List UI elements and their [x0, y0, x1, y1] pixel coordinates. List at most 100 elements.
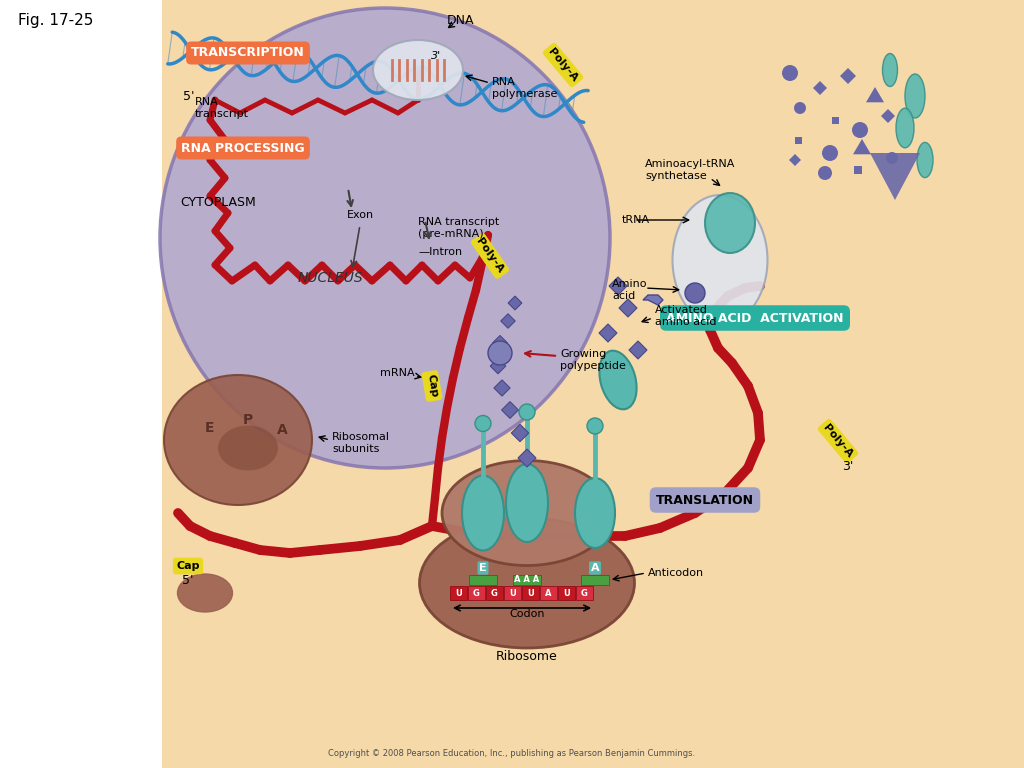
Bar — [831, 117, 839, 124]
Circle shape — [782, 65, 798, 81]
Text: A: A — [545, 588, 552, 598]
Bar — [854, 166, 862, 174]
Polygon shape — [599, 324, 617, 342]
Ellipse shape — [905, 74, 925, 118]
Ellipse shape — [575, 478, 615, 548]
Polygon shape — [511, 424, 528, 442]
Ellipse shape — [442, 461, 612, 565]
Ellipse shape — [673, 195, 768, 325]
Text: Poly-A: Poly-A — [821, 422, 855, 459]
Text: TRANSLATION: TRANSLATION — [656, 494, 754, 507]
Polygon shape — [490, 358, 506, 374]
Text: Ribosome: Ribosome — [496, 650, 558, 663]
Circle shape — [794, 102, 806, 114]
Polygon shape — [813, 81, 827, 95]
Ellipse shape — [896, 108, 914, 147]
Text: 3': 3' — [431, 51, 441, 61]
Text: NUCLEUS: NUCLEUS — [297, 271, 362, 285]
Text: —Intron: —Intron — [418, 247, 462, 257]
Bar — [513, 575, 541, 585]
Text: mRNA: mRNA — [380, 368, 415, 378]
Text: Cap: Cap — [425, 373, 439, 399]
Circle shape — [488, 341, 512, 365]
Text: tRNA: tRNA — [622, 215, 650, 225]
Polygon shape — [643, 295, 663, 305]
Text: U: U — [527, 588, 534, 598]
Text: Poly-A: Poly-A — [474, 237, 506, 275]
Polygon shape — [493, 336, 508, 350]
Polygon shape — [840, 68, 856, 84]
Text: U: U — [455, 588, 462, 598]
Ellipse shape — [462, 475, 504, 551]
Text: Exon: Exon — [346, 210, 374, 220]
Circle shape — [587, 418, 603, 434]
Polygon shape — [618, 299, 637, 317]
Bar — [0, 0, 162, 768]
Bar — [468, 586, 485, 600]
Ellipse shape — [705, 193, 755, 253]
Ellipse shape — [420, 518, 635, 648]
Ellipse shape — [164, 375, 312, 505]
Text: Cap: Cap — [176, 561, 200, 571]
Polygon shape — [629, 341, 647, 359]
Text: Aminoacyl-tRNA
synthetase: Aminoacyl-tRNA synthetase — [645, 159, 735, 180]
Text: G: G — [492, 588, 498, 598]
Polygon shape — [790, 154, 801, 166]
Text: Copyright © 2008 Pearson Education, Inc., publishing as Pearson Benjamin Cumming: Copyright © 2008 Pearson Education, Inc.… — [329, 749, 695, 758]
Text: U: U — [509, 588, 516, 598]
Ellipse shape — [177, 574, 232, 612]
Text: Amino
acid: Amino acid — [612, 280, 647, 301]
Bar — [558, 586, 575, 600]
Ellipse shape — [218, 425, 278, 471]
Circle shape — [886, 152, 898, 164]
Text: Ribosomal
subunits: Ribosomal subunits — [332, 432, 390, 454]
Text: E: E — [479, 563, 486, 573]
Bar — [575, 586, 593, 600]
Circle shape — [475, 415, 490, 432]
Text: Fig. 17-25: Fig. 17-25 — [18, 13, 93, 28]
Text: RNA transcript
(pre-mRNA): RNA transcript (pre-mRNA) — [418, 217, 500, 239]
Text: A: A — [591, 563, 599, 573]
Text: G: G — [581, 588, 588, 598]
Bar — [162, 0, 1024, 768]
Text: Anticodon: Anticodon — [648, 568, 705, 578]
Circle shape — [852, 122, 868, 138]
Circle shape — [519, 404, 535, 420]
Bar — [469, 575, 497, 585]
Bar — [540, 586, 557, 600]
Text: 3': 3' — [842, 459, 853, 472]
Circle shape — [685, 283, 705, 303]
Polygon shape — [502, 402, 518, 419]
Circle shape — [818, 166, 831, 180]
Text: E: E — [205, 421, 215, 435]
Ellipse shape — [599, 351, 637, 409]
Bar — [795, 137, 802, 144]
Text: 5': 5' — [183, 90, 195, 102]
Bar — [450, 586, 467, 600]
Text: U: U — [563, 588, 570, 598]
Ellipse shape — [506, 464, 548, 542]
Circle shape — [822, 145, 838, 161]
Bar — [504, 586, 521, 600]
Ellipse shape — [373, 40, 463, 100]
Text: RNA
polymerase: RNA polymerase — [492, 78, 557, 99]
Polygon shape — [866, 87, 884, 102]
Polygon shape — [508, 296, 522, 310]
Polygon shape — [881, 109, 895, 123]
Text: A A A: A A A — [514, 575, 540, 584]
Polygon shape — [518, 449, 536, 467]
Bar — [581, 575, 609, 585]
Text: A: A — [276, 423, 288, 437]
Text: CYTOPLASM: CYTOPLASM — [180, 197, 256, 210]
Text: AMINO ACID  ACTIVATION: AMINO ACID ACTIVATION — [667, 312, 844, 325]
Text: Codon: Codon — [509, 609, 545, 619]
Text: P: P — [243, 413, 253, 427]
Text: RNA PROCESSING: RNA PROCESSING — [181, 141, 305, 154]
Bar — [486, 586, 503, 600]
Text: Poly-A: Poly-A — [547, 47, 580, 84]
Polygon shape — [609, 277, 627, 295]
Ellipse shape — [883, 54, 897, 87]
Polygon shape — [501, 314, 515, 328]
Text: RNA
transcript: RNA transcript — [195, 98, 249, 119]
Text: DNA: DNA — [446, 14, 474, 27]
